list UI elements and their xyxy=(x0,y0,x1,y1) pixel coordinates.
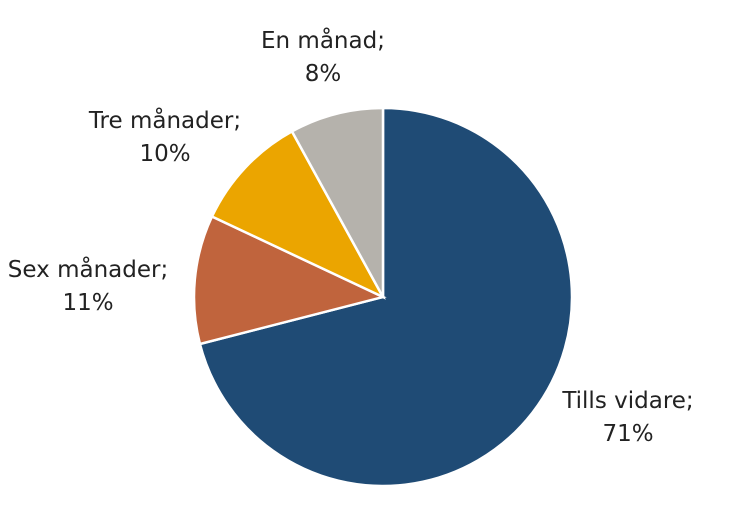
pie-slice xyxy=(290,106,385,298)
slice-category-label: Tills vidare; xyxy=(561,388,693,414)
slice-category-label: En månad; xyxy=(261,26,385,54)
slice-value-label: 11% xyxy=(62,290,113,316)
slice-category-label: Sex månader; xyxy=(8,255,168,283)
slice-category-label: Tre månader; xyxy=(88,106,241,134)
pie-slice xyxy=(210,129,386,300)
pie-slice xyxy=(198,106,574,488)
pie-slice xyxy=(192,214,387,346)
slice-value-label: 71% xyxy=(602,421,653,447)
slice-value-label: 10% xyxy=(139,141,190,167)
slice-value-label: 8% xyxy=(305,61,342,87)
